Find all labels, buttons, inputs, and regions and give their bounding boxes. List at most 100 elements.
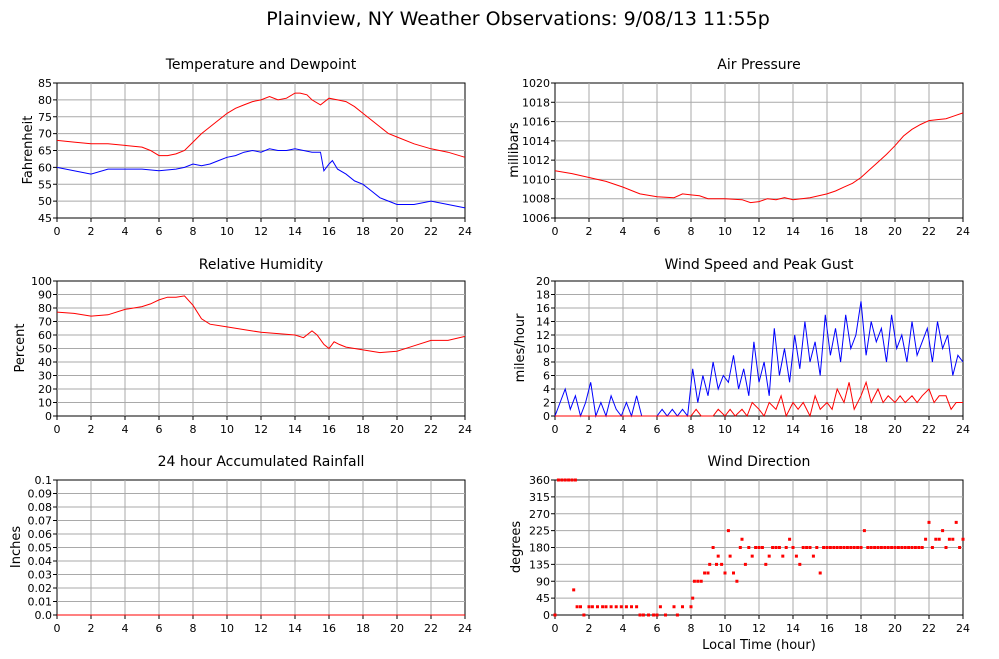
data-point — [818, 571, 822, 575]
data-point — [866, 546, 870, 549]
data-point — [754, 546, 758, 549]
data-point — [852, 546, 856, 549]
data-point — [805, 546, 809, 549]
x-tick-label: 8 — [190, 622, 197, 635]
y-tick-label: 90 — [38, 289, 52, 302]
x-tick-label: 14 — [288, 423, 302, 436]
data-point — [849, 546, 853, 549]
data-point — [624, 605, 628, 609]
series-line-1 — [56, 92, 466, 158]
x-tick-label: 6 — [654, 225, 661, 238]
data-point — [774, 546, 778, 549]
y-tick-label: 1018 — [522, 96, 550, 109]
data-point — [575, 605, 579, 609]
y-tick-label: 18 — [536, 289, 550, 302]
data-point — [573, 478, 577, 482]
data-point — [951, 537, 955, 541]
chart-title: Wind Direction — [708, 454, 811, 470]
data-point — [601, 605, 605, 609]
y-tick-label: 0.09 — [28, 488, 53, 501]
x-tick-label: 18 — [854, 622, 868, 635]
data-point — [791, 546, 795, 549]
y-tick-label: 0.1 — [35, 474, 53, 487]
y-tick-label: 0.06 — [28, 528, 53, 541]
x-tick-label: 10 — [718, 622, 732, 635]
x-tick-label: 4 — [122, 622, 129, 635]
x-tick-label: 24 — [956, 423, 970, 436]
data-point — [579, 605, 582, 609]
x-tick-label: 8 — [190, 423, 197, 436]
y-tick-label: 1012 — [522, 154, 550, 167]
y-tick-label: 60 — [38, 161, 52, 174]
x-tick-label: 20 — [390, 225, 404, 238]
data-point — [681, 605, 684, 609]
x-tick-label: 6 — [654, 622, 661, 635]
data-point — [954, 520, 958, 524]
data-point — [920, 546, 924, 549]
x-tick-label: 2 — [88, 622, 95, 635]
y-tick-label: 100 — [31, 275, 52, 288]
x-tick-label: 10 — [220, 225, 234, 238]
y-axis-label: Percent — [13, 324, 28, 373]
data-point — [944, 546, 948, 549]
data-point — [692, 579, 696, 583]
x-tick-label: 18 — [356, 622, 370, 635]
data-point — [582, 613, 586, 617]
x-tick-label: 14 — [786, 622, 800, 635]
x-tick-label: 22 — [424, 225, 438, 238]
data-point — [738, 546, 742, 549]
x-tick-label: 22 — [922, 622, 936, 635]
data-point — [609, 605, 613, 609]
y-tick-label: 360 — [529, 474, 550, 487]
data-point — [961, 537, 965, 541]
y-tick-label: 80 — [38, 94, 52, 107]
data-point — [716, 554, 720, 558]
x-tick-label: 18 — [854, 225, 868, 238]
data-point — [726, 529, 730, 533]
data-point — [869, 546, 873, 549]
chart-wind-direction: Wind Direction degrees Local Time (hour)… — [509, 454, 970, 653]
x-tick-label: 6 — [156, 423, 163, 436]
data-point — [696, 579, 700, 583]
x-tick-label: 16 — [820, 423, 834, 436]
data-point — [934, 537, 938, 541]
data-point — [794, 554, 798, 558]
y-tick-label: 0 — [543, 609, 550, 622]
x-tick-label: 12 — [752, 423, 766, 436]
series-line-2 — [555, 380, 963, 418]
data-point — [691, 596, 695, 600]
data-point — [886, 546, 890, 549]
data-point — [764, 562, 768, 566]
y-tick-label: 225 — [529, 525, 550, 538]
data-point — [835, 546, 839, 549]
y-tick-label: 2 — [543, 397, 550, 410]
data-point — [647, 613, 650, 617]
data-point — [777, 546, 781, 549]
data-point — [641, 613, 645, 617]
y-tick-label: 10 — [38, 397, 52, 410]
x-tick-label: 22 — [424, 423, 438, 436]
data-point — [907, 546, 911, 549]
data-point — [706, 571, 710, 575]
x-tick-label: 0 — [54, 225, 61, 238]
y-tick-label: 30 — [38, 370, 52, 383]
data-point — [876, 546, 880, 549]
x-tick-label: 4 — [620, 225, 627, 238]
x-tick-label: 0 — [552, 622, 559, 635]
y-tick-label: 1010 — [522, 173, 550, 186]
y-tick-label: 1014 — [522, 135, 550, 148]
x-tick-label: 2 — [586, 225, 593, 238]
x-tick-label: 18 — [356, 225, 370, 238]
data-point — [556, 478, 560, 482]
data-point — [801, 546, 805, 549]
data-point — [732, 571, 735, 575]
data-point — [822, 546, 826, 549]
x-tick-label: 16 — [322, 622, 336, 635]
x-tick-label: 24 — [956, 225, 970, 238]
y-axis-label: millibars — [507, 122, 522, 178]
x-tick-label: 0 — [552, 423, 559, 436]
data-point — [808, 546, 812, 549]
data-point — [635, 605, 639, 609]
y-tick-label: 0.08 — [28, 501, 53, 514]
